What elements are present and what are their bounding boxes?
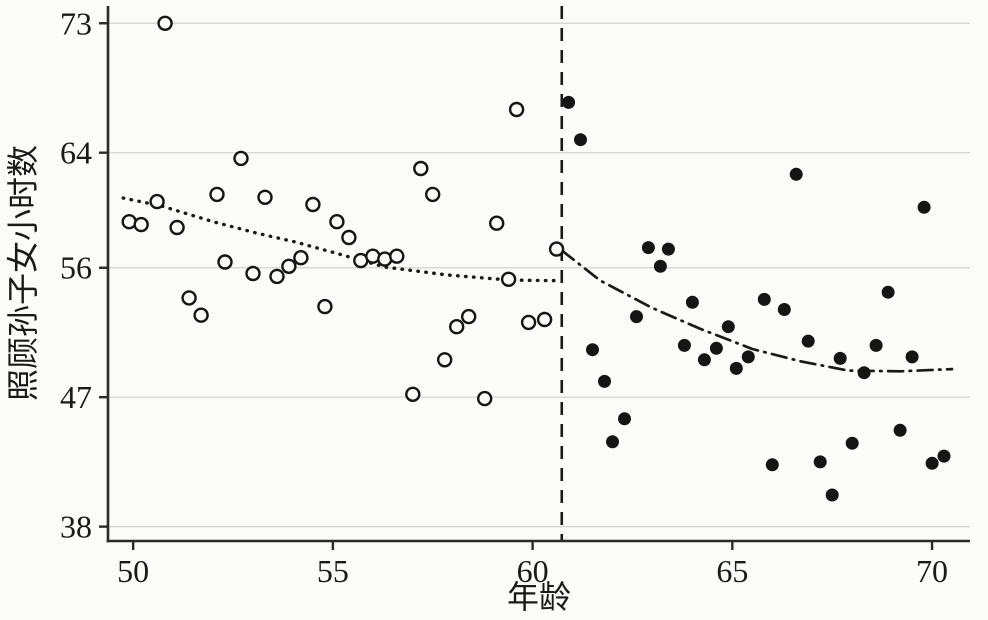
open-circle-point: [217, 254, 233, 270]
x-tick-label: 65: [716, 553, 748, 589]
filled-circle-point: [630, 310, 643, 324]
filled-circle-point: [857, 366, 871, 380]
x-axis-title: 年龄: [507, 579, 571, 615]
filled-circle-point: [709, 341, 723, 355]
filled-circle-point: [606, 435, 619, 449]
filled-circle-point: [697, 353, 711, 367]
open-circle-point: [461, 308, 477, 325]
open-circle-point: [133, 216, 149, 233]
right-fit-dashdot-line: [560, 249, 954, 373]
filled-circle-point: [741, 350, 755, 364]
open-circle-point: [548, 241, 565, 257]
open-circle-point: [293, 250, 309, 266]
filled-circle-point: [905, 350, 919, 364]
filled-circle-point: [653, 259, 667, 273]
filled-circle-point: [881, 285, 895, 299]
filled-circle-point: [789, 167, 803, 181]
y-tick-label: 38: [60, 509, 92, 545]
open-circle-point: [413, 160, 429, 177]
x-tick-label: 70: [916, 553, 948, 589]
x-tick-label: 60: [517, 553, 549, 589]
y-tick-label: 47: [60, 379, 92, 415]
x-tick-label: 55: [317, 553, 349, 589]
open-circle-point: [489, 215, 505, 231]
open-circle-point: [425, 186, 441, 203]
filled-circle-point: [765, 458, 779, 472]
y-tick-label: 56: [60, 250, 92, 286]
filled-circle-point: [574, 133, 587, 147]
filled-circle-point: [925, 456, 939, 470]
filled-circle-point: [586, 343, 599, 357]
open-circle-point: [209, 186, 225, 203]
open-circle-point: [536, 311, 553, 328]
open-circle-point: [437, 352, 453, 368]
y-axis-title: 照顾孙子女小时数: [5, 145, 41, 401]
open-circle-point: [405, 386, 421, 402]
filled-circle-point: [845, 436, 859, 450]
open-circle-point: [257, 189, 273, 206]
y-tick-label: 64: [60, 135, 92, 171]
filled-circle-point: [937, 449, 951, 463]
open-circle-point: [245, 265, 261, 282]
open-circle-point: [193, 307, 209, 323]
filled-circle-point: [721, 320, 735, 334]
open-circle-point: [508, 101, 525, 118]
filled-circle-point: [801, 334, 815, 348]
open-circle-point: [500, 271, 517, 287]
open-circle-point: [341, 229, 357, 246]
filled-circle-point: [917, 200, 931, 214]
open-circle-point: [520, 314, 537, 331]
filled-circle-point: [661, 242, 675, 256]
filled-circle-point: [598, 374, 611, 388]
filled-circle-point: [685, 295, 699, 309]
filled-circle-point: [618, 412, 631, 426]
left-fit-dotted-line: [121, 196, 561, 283]
open-circle-point: [329, 213, 345, 230]
open-circle-point: [281, 258, 297, 274]
open-circle-point: [269, 268, 285, 285]
filled-circle-point: [869, 338, 883, 352]
open-circle-point: [305, 196, 321, 213]
open-circle-point: [169, 219, 185, 236]
filled-circle-point: [777, 303, 791, 316]
filled-circle-point: [729, 361, 743, 375]
open-circle-point: [477, 390, 493, 407]
filled-circle-point: [893, 423, 907, 437]
filled-circle-point: [641, 241, 655, 255]
filled-circle-point: [677, 338, 691, 352]
open-circle-point: [181, 290, 197, 306]
open-circle-point: [157, 15, 173, 31]
open-circle-point: [449, 319, 465, 335]
y-tick-label: 73: [60, 5, 92, 41]
filled-circle-point: [833, 351, 847, 365]
open-circle-point: [317, 298, 333, 315]
x-tick-label: 50: [117, 553, 149, 589]
open-circle-point: [149, 193, 165, 210]
filled-circle-point: [813, 455, 827, 469]
filled-circle-point: [562, 95, 576, 109]
filled-circle-point: [825, 488, 839, 502]
filled-circle-point: [757, 292, 771, 306]
open-circle-point: [389, 248, 405, 264]
open-circle-point: [233, 150, 249, 167]
